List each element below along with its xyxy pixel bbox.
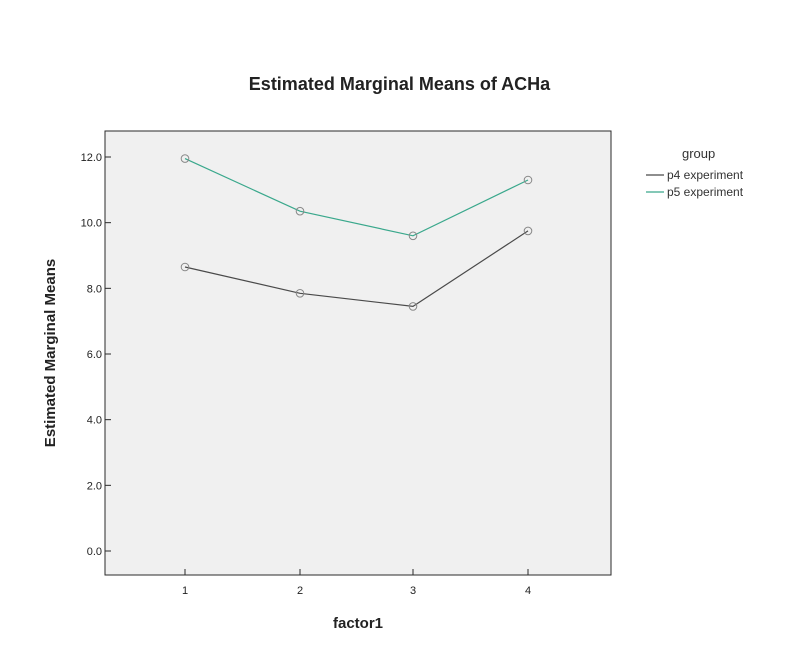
data-point: [295, 289, 305, 298]
data-point: [180, 154, 190, 163]
legend-entry: p5 experiment: [667, 185, 744, 199]
x-tick-label: 2: [297, 585, 303, 597]
y-tick-label: 4.0: [87, 415, 102, 427]
y-tick-label: 12.0: [81, 152, 102, 164]
data-point: [408, 231, 418, 241]
y-tick-label: 8.0: [87, 283, 102, 295]
data-point: [408, 302, 418, 311]
series-line-2: [184, 158, 529, 237]
series-layer: [180, 154, 533, 311]
legend-entry: p4 experiment: [667, 168, 744, 182]
y-tick-label: 0.0: [87, 546, 102, 558]
x-tick-label: 1: [182, 585, 188, 597]
y-axis: 0.0 2.0 4.0 6.0 8.0 10.0 12.0: [81, 152, 111, 558]
y-tick-label: 6.0: [87, 349, 102, 361]
data-point: [180, 262, 190, 272]
chart-title: Estimated Marginal Means of ACHa: [248, 74, 551, 94]
legend: group p4 experiment p5 experiment: [646, 146, 744, 199]
x-axis-label: factor1: [333, 615, 383, 632]
data-point: [295, 206, 305, 216]
series-line-1: [184, 230, 529, 308]
x-tick-label: 3: [410, 585, 416, 597]
legend-title: group: [682, 146, 715, 161]
y-tick-label: 2.0: [87, 480, 102, 492]
x-axis: 1 2 3 4: [182, 569, 531, 597]
x-tick-label: 4: [525, 585, 531, 597]
y-axis-label: Estimated Marginal Means: [42, 259, 59, 447]
plot-area: [104, 130, 612, 576]
data-point: [523, 226, 533, 236]
data-point: [523, 175, 533, 185]
y-tick-label: 10.0: [81, 218, 102, 230]
